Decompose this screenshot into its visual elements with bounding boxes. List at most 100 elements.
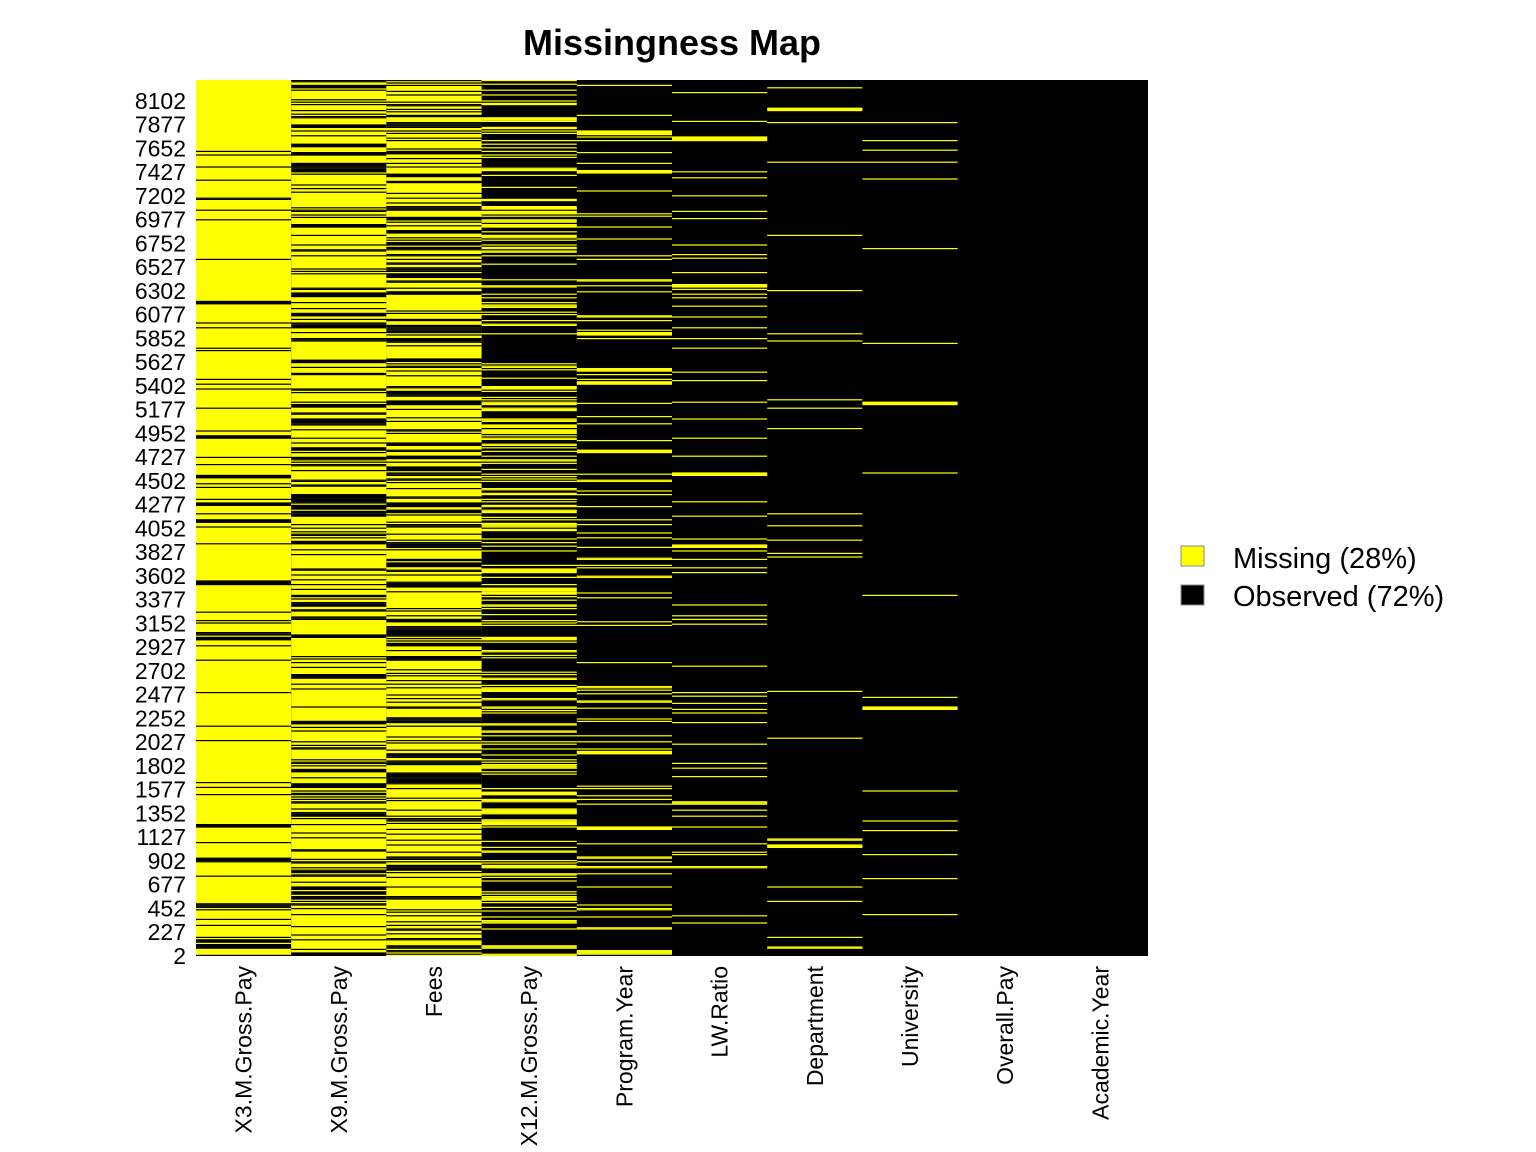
observed-cell <box>196 322 292 324</box>
y-tick-label: 2252 <box>135 705 186 731</box>
missing-cell <box>481 263 577 265</box>
observed-cell <box>291 323 387 325</box>
missing-cell <box>767 333 863 335</box>
missing-cell <box>481 200 577 202</box>
observed-cell <box>196 692 292 694</box>
observed-cell <box>196 645 292 647</box>
observed-cell <box>291 762 387 764</box>
missing-cell <box>576 564 672 566</box>
observed-cell <box>291 188 387 190</box>
observed-cell <box>386 334 482 336</box>
observed-cell <box>291 688 387 690</box>
missing-cell <box>576 567 672 569</box>
missing-cell <box>576 687 672 689</box>
observed-cell <box>196 209 292 211</box>
observed-cell <box>386 566 482 568</box>
missing-cell <box>481 650 577 652</box>
observed-cell <box>291 676 387 678</box>
missing-cell <box>481 902 577 904</box>
missing-cell <box>576 558 672 560</box>
missing-cell <box>576 873 672 875</box>
observed-cell <box>291 412 387 414</box>
missing-cell <box>576 953 672 955</box>
observed-cell <box>386 496 482 498</box>
observed-cell <box>386 542 482 544</box>
missing-cell <box>481 365 577 367</box>
missing-cell <box>481 154 577 156</box>
observed-cell <box>386 248 482 250</box>
missing-cell <box>481 438 577 440</box>
observed-cell <box>291 255 387 257</box>
x-tick-label: Overall.Pay <box>992 966 1018 1085</box>
observed-cell <box>386 524 482 526</box>
observed-cell <box>291 886 387 890</box>
observed-cell <box>386 320 482 322</box>
observed-cell <box>291 768 387 773</box>
missing-cell <box>576 170 672 174</box>
missing-cell <box>672 210 768 212</box>
missing-cell <box>481 947 577 949</box>
observed-cell <box>386 909 482 911</box>
missing-cell <box>767 407 863 409</box>
observed-cell <box>386 80 482 82</box>
observed-cell <box>386 680 482 682</box>
observed-cell <box>196 620 292 622</box>
missing-cell <box>481 128 577 130</box>
missing-cell <box>481 102 577 104</box>
observed-cell <box>291 837 387 839</box>
missing-cell <box>767 947 863 949</box>
observed-cell <box>291 99 387 101</box>
observed-cell <box>291 862 387 864</box>
observed-cell <box>386 162 482 164</box>
observed-cell <box>291 166 387 168</box>
observed-cell <box>291 80 387 82</box>
missing-cell <box>481 707 577 709</box>
missing-cell <box>481 226 577 228</box>
chart-title: Missingness Map <box>523 22 821 63</box>
observed-cell <box>386 390 482 395</box>
missing-cell <box>481 279 577 281</box>
observed-cell <box>386 815 482 817</box>
observed-cell <box>386 627 482 629</box>
observed-cell <box>291 792 387 794</box>
missing-cell <box>672 802 768 804</box>
observed-cell <box>291 540 387 545</box>
missing-cell <box>481 596 577 598</box>
observed-cell <box>196 513 292 515</box>
observed-cell <box>386 921 482 923</box>
observed-cell <box>386 341 482 343</box>
missing-cell <box>481 657 577 659</box>
missing-cell <box>672 803 768 805</box>
missing-cell <box>767 839 863 841</box>
observed-cell <box>291 470 387 472</box>
observed-cell <box>386 858 482 860</box>
missing-cell <box>576 479 672 481</box>
missing-cell <box>481 754 577 756</box>
observed-cell <box>386 782 482 784</box>
observed-cell <box>386 683 482 685</box>
missing-cell <box>672 380 768 382</box>
missing-cell <box>481 730 577 732</box>
missing-cell <box>767 399 863 401</box>
observed-cell <box>291 502 387 504</box>
missing-cell <box>481 608 577 610</box>
missing-cell <box>481 221 577 223</box>
observed-cell <box>196 502 292 506</box>
missing-cell <box>576 686 672 688</box>
observed-cell <box>291 461 387 463</box>
y-tick-label: 4277 <box>135 492 186 518</box>
observed-cell <box>386 237 482 239</box>
missing-cell <box>481 528 577 530</box>
observed-cell <box>386 718 482 720</box>
missing-cell <box>767 946 863 948</box>
missing-cell <box>481 706 577 708</box>
observed-cell <box>386 521 482 523</box>
legend: Missing (28%) Observed (72%) <box>1180 543 1444 613</box>
missing-cell <box>481 246 577 248</box>
observed-cell <box>386 675 482 677</box>
observed-cell <box>386 474 482 476</box>
missing-cell <box>576 866 672 868</box>
missing-cell <box>767 525 863 527</box>
missing-cell <box>481 846 577 848</box>
observed-cell <box>386 701 482 703</box>
